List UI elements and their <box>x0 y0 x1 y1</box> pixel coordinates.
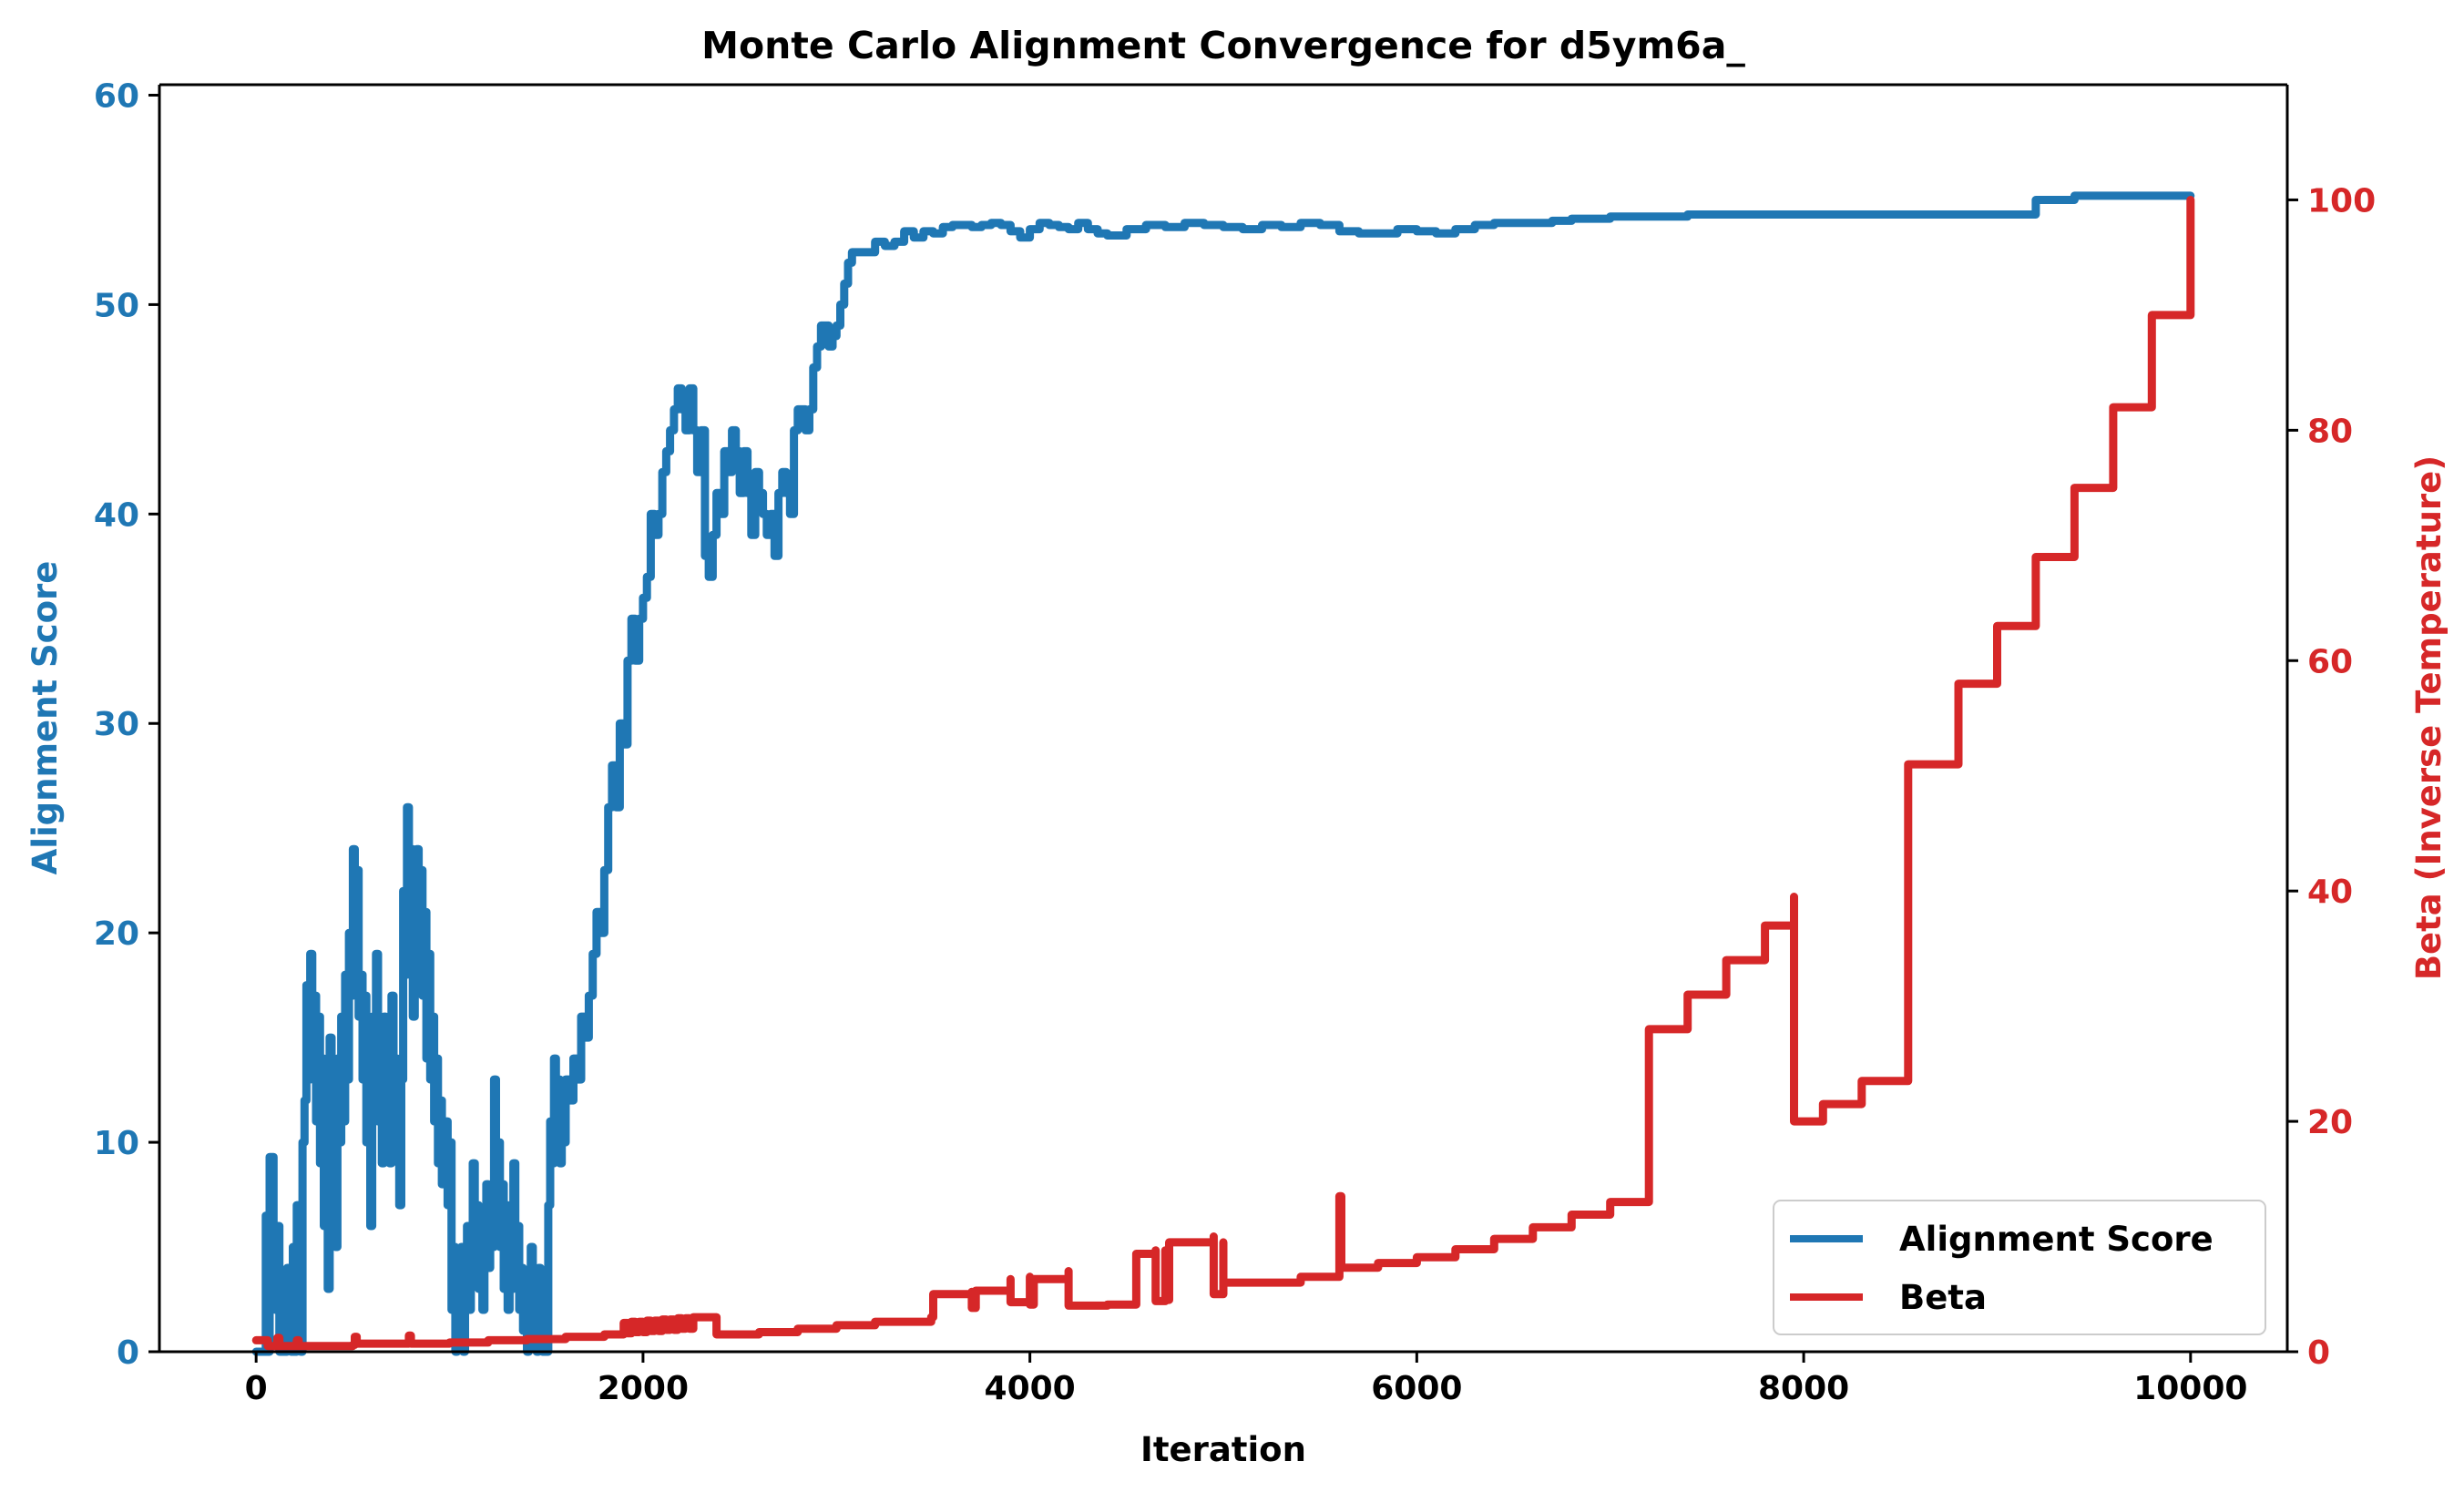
legend-label-beta: Beta <box>1899 1278 1987 1317</box>
y-left-tick-label: 20 <box>94 915 139 953</box>
x-axis-ticks: 0 2000 4000 6000 8000 10000 <box>245 1352 2247 1407</box>
x-tick-label: 6000 <box>1371 1370 1462 1407</box>
legend-label-alignment-score: Alignment Score <box>1899 1220 2214 1259</box>
y-axis-left-ticks: 0 10 20 30 40 50 60 <box>94 77 159 1372</box>
y-right-tick-label: 80 <box>2307 413 2353 450</box>
x-tick-label: 0 <box>245 1370 268 1407</box>
y-axis-left-label: Alignment Score <box>26 561 65 875</box>
y-left-tick-label: 0 <box>117 1334 139 1372</box>
y-axis-right-ticks: 0 20 40 60 80 100 <box>2287 182 2376 1372</box>
x-tick-label: 4000 <box>985 1370 1076 1407</box>
series-line-beta <box>251 196 2195 1351</box>
y-left-tick-label: 10 <box>94 1125 139 1162</box>
chart-title: Monte Carlo Alignment Convergence for d5… <box>701 24 1745 67</box>
series-layer <box>251 191 2195 1356</box>
legend-box <box>1773 1200 2266 1335</box>
y-left-tick-label: 50 <box>94 287 139 324</box>
series-line-alignment-score <box>251 191 2195 1356</box>
y-right-tick-label: 100 <box>2307 182 2376 220</box>
x-axis-label: Iteration <box>1140 1430 1306 1469</box>
y-right-tick-label: 20 <box>2307 1104 2353 1141</box>
legend: Alignment Score Beta <box>1773 1200 2266 1335</box>
y-axis-right-label: Beta (Inverse Temperature) <box>2409 455 2449 980</box>
y-left-tick-label: 40 <box>94 496 139 534</box>
y-right-tick-label: 0 <box>2307 1334 2330 1372</box>
x-tick-label: 8000 <box>1758 1370 1849 1407</box>
x-tick-label: 10000 <box>2133 1370 2247 1407</box>
y-right-tick-label: 60 <box>2307 643 2353 680</box>
x-tick-label: 2000 <box>598 1370 689 1407</box>
axes-frame <box>158 83 2289 1354</box>
y-left-tick-label: 30 <box>94 706 139 743</box>
y-left-tick-label: 60 <box>94 77 139 115</box>
y-right-tick-label: 40 <box>2307 874 2353 911</box>
